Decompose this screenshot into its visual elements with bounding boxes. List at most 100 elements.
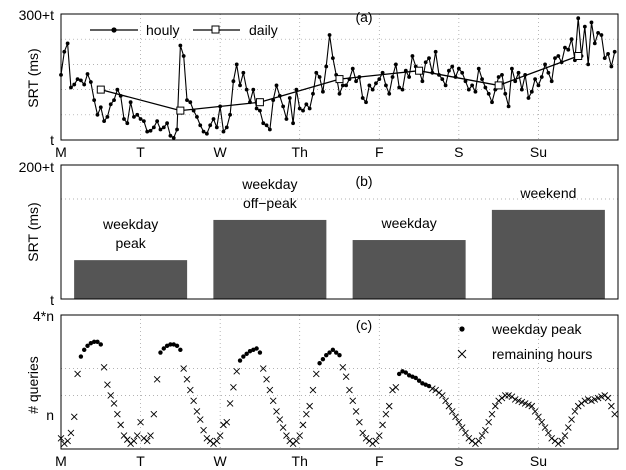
houly-point <box>390 75 395 79</box>
panel-c-xtick: M <box>55 453 67 469</box>
houly-point <box>330 56 335 60</box>
remaining-hours-point <box>485 418 493 426</box>
weekday-peak-point <box>420 381 425 386</box>
houly-point <box>304 102 309 107</box>
remaining-hours-point <box>379 421 386 429</box>
legend-daily-marker <box>211 25 220 34</box>
panel-a-xtick: M <box>55 144 67 160</box>
weekday-peak-point <box>406 373 412 378</box>
remaining-hours-point <box>114 410 121 418</box>
panel-c-xtick: W <box>214 453 228 469</box>
remaining-hours-point <box>359 429 367 437</box>
remaining-hours-point <box>458 424 466 431</box>
houly-point <box>563 45 567 50</box>
bar-label: peak <box>115 235 146 251</box>
houly-point <box>281 104 286 109</box>
remaining-hours-point <box>180 365 187 372</box>
houly-point <box>539 75 544 79</box>
panel-a-xtick: S <box>454 144 463 160</box>
houly-point <box>307 106 312 111</box>
remaining-hours-point <box>352 408 360 415</box>
weekday-peak-point <box>396 371 402 377</box>
remaining-hours-point <box>568 416 575 423</box>
series-daily-line <box>100 55 579 112</box>
legend-houly-marker <box>111 27 117 33</box>
remaining-hours-point <box>223 418 231 426</box>
houly-point <box>138 117 143 121</box>
houly-point <box>460 70 465 75</box>
panel-c-ytick-top: 4*n <box>33 308 54 324</box>
remaining-hours-point <box>561 432 569 439</box>
houly-point <box>175 127 179 132</box>
remaining-hours-point <box>303 410 310 418</box>
remaining-hours-point <box>538 418 546 426</box>
houly-point <box>238 83 242 88</box>
remaining-hours-point <box>442 397 449 405</box>
houly-point <box>337 91 342 96</box>
houly-point <box>526 96 531 100</box>
weekday-peak-point <box>91 339 97 344</box>
remaining-hours-point <box>296 432 304 439</box>
remaining-hours-point <box>283 432 290 439</box>
houly-point <box>294 87 299 92</box>
daily-point <box>494 81 503 90</box>
panel-b-bar-labels: weekday peak weekday off−peak weekday weekend <box>102 176 576 251</box>
remaining-hours-point <box>259 365 267 372</box>
houly-point <box>258 108 262 113</box>
houly-point <box>423 60 428 65</box>
houly-point <box>340 83 345 88</box>
panel-c-label: (c) <box>356 317 372 333</box>
houly-point <box>447 68 451 73</box>
legend-daily-label: daily <box>249 22 278 38</box>
houly-point <box>384 83 388 88</box>
remaining-hours-point <box>216 432 224 439</box>
weekday-peak-point <box>85 343 90 349</box>
houly-point <box>228 112 232 117</box>
remaining-hours-point <box>611 410 619 418</box>
remaining-hours-point <box>511 396 519 403</box>
houly-point <box>470 83 475 88</box>
remaining-hours-point <box>478 432 486 439</box>
houly-point <box>433 49 438 54</box>
daily-point <box>96 85 105 94</box>
houly-point <box>244 87 249 92</box>
remaining-hours-point <box>70 413 78 421</box>
remaining-hours-point <box>269 397 277 405</box>
houly-point <box>62 49 67 54</box>
remaining-hours-point <box>279 424 287 431</box>
remaining-hours-point <box>186 386 194 394</box>
houly-point <box>519 87 524 92</box>
houly-point <box>241 70 246 75</box>
panel-a-xtick: T <box>136 144 145 160</box>
legend-houly-label: houly <box>146 22 179 38</box>
houly-point <box>234 62 239 67</box>
houly-point <box>420 79 425 84</box>
houly-point <box>480 77 484 81</box>
weekday-peak-point <box>82 347 87 353</box>
houly-point <box>533 77 538 81</box>
remaining-hours-point <box>584 396 592 403</box>
remaining-hours-point <box>448 408 456 415</box>
houly-point <box>261 121 266 126</box>
houly-point <box>251 87 256 92</box>
houly-point <box>500 73 504 77</box>
panel-a-ytick-top: 300+t <box>19 7 55 23</box>
remaining-hours-point <box>356 418 363 426</box>
houly-point <box>503 91 508 96</box>
bar <box>352 240 466 299</box>
weekday-peak-point <box>98 342 103 347</box>
houly-point <box>254 106 259 111</box>
houly-point <box>198 123 203 128</box>
remaining-hours-point <box>137 418 144 426</box>
remaining-hours-point <box>455 418 463 426</box>
panel-c-xtick: Th <box>292 453 308 469</box>
bar-label: off−peak <box>243 195 298 211</box>
remaining-hours-point <box>196 416 204 423</box>
panel-c-frame <box>60 314 619 450</box>
weekday-peak-point <box>161 346 166 351</box>
remaining-hours-point <box>104 381 111 388</box>
houly-point <box>490 100 494 105</box>
houly-point <box>231 79 236 84</box>
panel-a-xtick: Su <box>530 144 547 160</box>
panel-a-xticks: M T W Th F S Su <box>55 144 547 160</box>
